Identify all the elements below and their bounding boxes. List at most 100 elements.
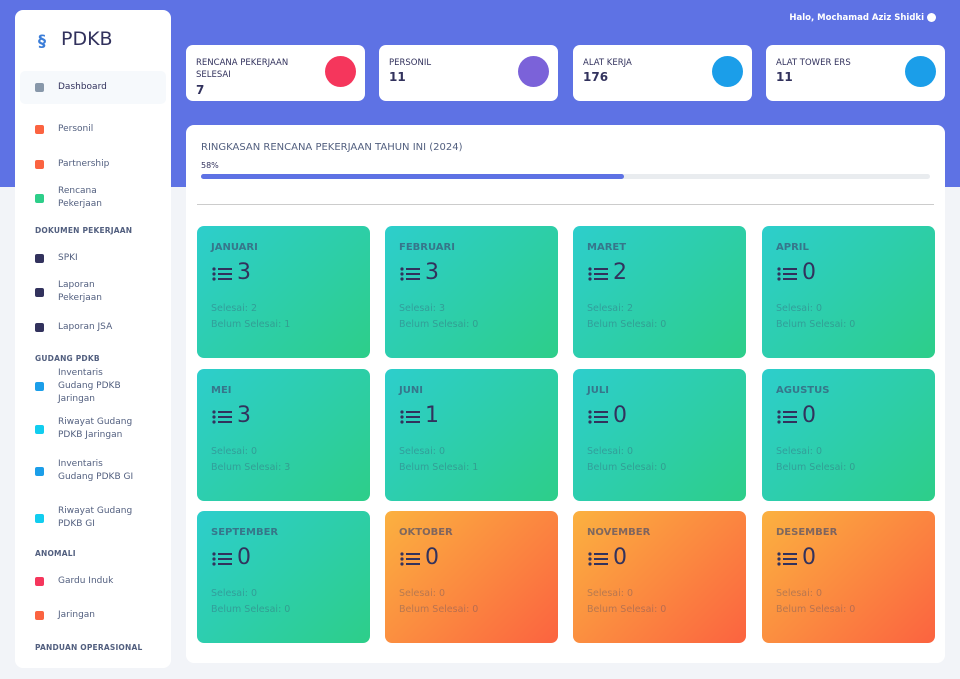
sidebar-label: Riwayat Gudang PDKB Jaringan [58,417,133,440]
month-done: Selesai: 0 [776,303,823,314]
user-icon[interactable] [927,13,936,22]
list-icon [212,266,232,286]
month-count: 0 [613,403,627,428]
stat-icon [905,56,936,87]
list-glyph [400,410,420,424]
sidebar-item[interactable]: Inventaris Gudang PDKB GI [20,458,166,484]
list-icon [400,409,420,429]
sidebar-item[interactable]: Instruksi Kerja [20,660,166,669]
month-card[interactable]: OKTOBER 0 Selesai: 0 Belum Selesai: 0 [385,511,558,643]
month-card[interactable]: DESEMBER 0 Selesai: 0 Belum Selesai: 0 [762,511,935,643]
sidebar-item[interactable]: Rencana Pekerjaan [20,185,166,211]
sidebar-item[interactable]: Jaringan [20,602,166,628]
month-card[interactable]: NOVEMBER 0 Selesai: 0 Belum Selesai: 0 [573,511,746,643]
stat-value: 11 [776,70,793,84]
month-count: 3 [237,403,251,428]
month-card[interactable]: MARET 2 Selesai: 2 Belum Selesai: 0 [573,226,746,358]
sidebar-icon [35,322,44,332]
month-card[interactable]: APRIL 0 Selesai: 0 Belum Selesai: 0 [762,226,935,358]
sidebar-label: Gardu Induk [58,575,114,586]
month-count: 0 [425,545,439,570]
progress-bar [201,174,624,179]
list-glyph [212,410,232,424]
month-done: Selesai: 0 [587,446,634,457]
sidebar-label: SPKI [58,252,78,263]
month-card[interactable]: AGUSTUS 0 Selesai: 0 Belum Selesai: 0 [762,369,935,501]
divider [197,204,934,205]
month-pending: Belum Selesai: 0 [211,604,291,615]
list-glyph [212,552,232,566]
month-count: 3 [237,260,251,285]
sidebar-icon [35,466,44,476]
list-icon [588,551,608,571]
month-card[interactable]: JANUARI 3 Selesai: 2 Belum Selesai: 1 [197,226,370,358]
sidebar-item[interactable]: Personil [20,116,166,142]
month-name: AGUSTUS [776,385,830,396]
sidebar-section: ANOMALI [35,549,76,558]
sidebar-item[interactable]: Riwayat Gudang PDKB Jaringan [20,416,166,442]
sidebar-item[interactable]: Inventaris Gudang PDKB Jaringan [20,368,166,404]
sidebar-item[interactable]: Laporan JSA [20,314,166,340]
sidebar-item[interactable]: SPKI [20,245,166,271]
list-glyph [400,267,420,281]
sidebar-icon [35,424,44,434]
stat-title: ALAT KERJA [583,58,632,68]
month-card[interactable]: JUNI 1 Selesai: 0 Belum Selesai: 1 [385,369,558,501]
month-pending: Belum Selesai: 0 [399,319,479,330]
month-pending: Belum Selesai: 0 [399,604,479,615]
stat-icon [325,56,356,87]
month-done: Selesai: 0 [776,446,823,457]
sidebar-label: Jaringan [58,609,96,620]
list-icon [400,551,420,571]
stat-value: 7 [196,83,205,97]
month-card[interactable]: SEPTEMBER 0 Selesai: 0 Belum Selesai: 0 [197,511,370,643]
month-name: DESEMBER [776,527,838,538]
month-card[interactable]: MEI 3 Selesai: 0 Belum Selesai: 3 [197,369,370,501]
month-count: 0 [802,260,816,285]
list-icon [588,266,608,286]
list-icon [212,551,232,571]
list-glyph [777,552,797,566]
sidebar-label: Instruksi Kerja [58,667,138,669]
sidebar-label: Rencana Pekerjaan [58,186,103,209]
stat-card: ALAT TOWER ERS 11 [766,45,945,101]
month-name: OKTOBER [399,527,453,538]
progress-track [201,174,930,179]
month-name: MEI [211,385,232,396]
month-pending: Belum Selesai: 0 [776,604,856,615]
sidebar-label: Laporan Pekerjaan [58,280,103,303]
sidebar-icon [35,124,44,134]
month-count: 0 [802,403,816,428]
month-count: 0 [613,545,627,570]
month-done: Selesai: 2 [587,303,634,314]
sidebar-item[interactable]: Laporan Pekerjaan [20,279,166,305]
month-name: JUNI [399,385,423,396]
sidebar-label: Inventaris Gudang PDKB GI [58,459,134,482]
sidebar-section: PANDUAN OPERASIONAL [35,643,143,652]
month-card[interactable]: JULI 0 Selesai: 0 Belum Selesai: 0 [573,369,746,501]
sidebar-item[interactable]: Riwayat Gudang PDKB GI [20,505,166,531]
stat-value: 176 [583,70,609,84]
greeting: Halo, Mochamad Aziz Shidki [789,13,924,23]
month-done: Selesai: 0 [399,588,446,599]
sidebar-item[interactable]: Dashboard [20,71,166,104]
list-glyph [588,552,608,566]
sidebar-icon [35,253,44,263]
list-icon [400,266,420,286]
sidebar-icon [35,576,44,586]
stat-title: PERSONIL [389,58,432,68]
sidebar-label: Dashboard [58,82,107,92]
sidebar-label: Laporan JSA [58,321,113,332]
sidebar-item[interactable]: Gardu Induk [20,568,166,594]
month-pending: Belum Selesai: 0 [587,462,667,473]
list-glyph [400,552,420,566]
list-glyph [777,410,797,424]
stat-icon [712,56,743,87]
sidebar-icon [35,287,44,297]
sidebar-item[interactable]: Partnership [20,151,166,177]
stat-title: ALAT TOWER ERS [776,58,851,68]
month-card[interactable]: FEBRUARI 3 Selesai: 3 Belum Selesai: 0 [385,226,558,358]
stat-value: 11 [389,70,406,84]
month-name: MARET [587,242,627,253]
